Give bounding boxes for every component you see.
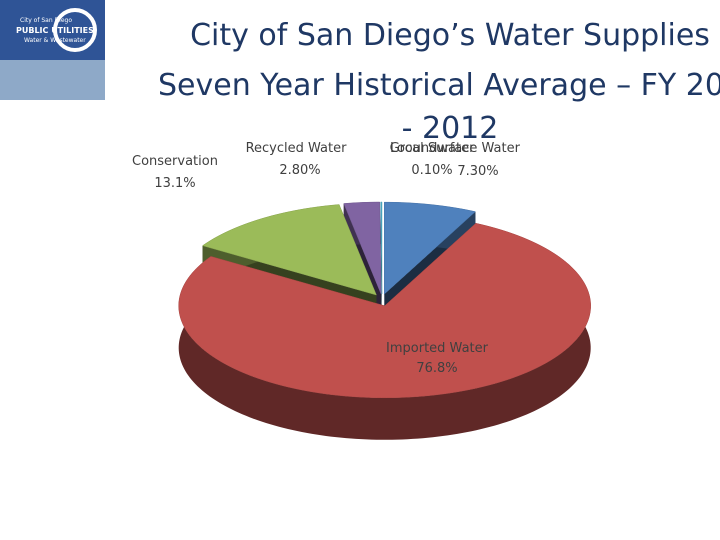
logo: City of San Diego PUBLIC UTILITIES Water… — [0, 0, 105, 100]
slice-label: Recycled Water — [246, 141, 348, 156]
pie-slice — [380, 201, 383, 337]
slice-value-label: 0.10% — [411, 163, 452, 178]
logo-text: Water & Wastewater — [24, 37, 86, 44]
slice-value-label: 7.30% — [457, 164, 498, 179]
slice-value-label: 76.8% — [416, 361, 457, 376]
slice-top — [343, 201, 382, 295]
chart-title: City of San Diego’s Water Supplies — [190, 18, 710, 53]
pie — [178, 201, 591, 440]
slice-value-label: 13.1% — [154, 176, 195, 191]
chart-title: Seven Year Historical Average – FY 200 — [158, 68, 720, 103]
slice-label: Conservation — [132, 154, 218, 169]
pie-slice — [178, 222, 591, 440]
slice-top — [380, 201, 383, 295]
chart-title: - 2012 — [402, 111, 499, 146]
slice-top — [178, 222, 591, 399]
slice-label: Groundwater — [390, 141, 476, 156]
logo-text: City of San Diego — [20, 17, 72, 24]
logo-ring — [53, 8, 97, 52]
slice-label: Local Surface Water — [390, 141, 521, 156]
slice-top — [202, 204, 377, 296]
labels: Local Surface Water 7.30% Imported Water 76… — [132, 141, 521, 376]
slice-label: Imported Water — [386, 341, 489, 356]
slice-value-label: 2.80% — [279, 163, 320, 178]
slice-top — [384, 201, 476, 295]
logo-text: PUBLIC UTILITIES — [16, 26, 94, 35]
logo-skyline — [0, 60, 105, 100]
